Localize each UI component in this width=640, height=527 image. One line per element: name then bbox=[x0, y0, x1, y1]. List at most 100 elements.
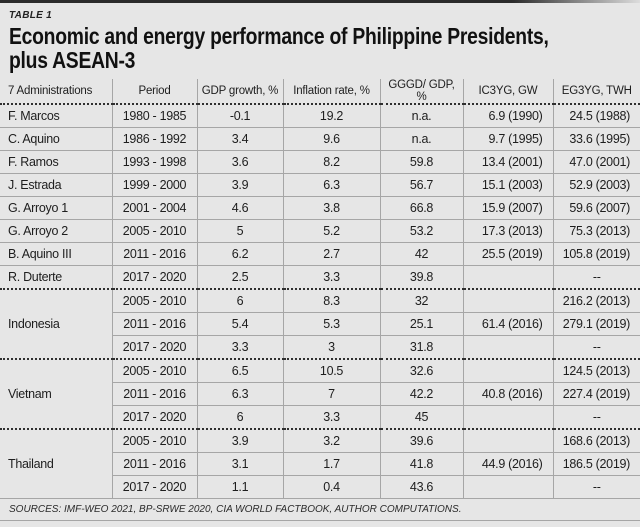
cell-gggd: n.a. bbox=[379, 127, 463, 151]
cell-gdp: 3.9 bbox=[196, 173, 283, 197]
cell-ic3yg: 44.9 (2016) bbox=[462, 452, 553, 476]
administration-cell: F. Marcos bbox=[8, 109, 60, 123]
cell-ic3yg: 17.3 (2013) bbox=[462, 219, 553, 243]
cell-inflation: 19.2 bbox=[282, 104, 380, 128]
table-row: R. Duterte 2017 - 2020 2.5 3.3 39.8 -- bbox=[0, 265, 640, 289]
cell-gdp: 2.5 bbox=[196, 265, 283, 289]
cell-ic3yg: 6.9 (1990) bbox=[462, 104, 553, 128]
cell-gggd: 42.2 bbox=[379, 382, 463, 406]
cell-ic3yg: 9.7 (1995) bbox=[462, 127, 553, 151]
cell-gggd: 66.8 bbox=[379, 196, 463, 220]
cell-ic3yg bbox=[462, 265, 553, 289]
cell-gggd: 32.6 bbox=[379, 358, 463, 383]
table-row: 2017 - 2020 3.3 3 31.8 -- bbox=[0, 335, 640, 359]
cell-ic3yg: 25.5 (2019) bbox=[462, 242, 553, 266]
cell-gggd: 59.8 bbox=[379, 150, 463, 174]
cell-inflation: 3.3 bbox=[282, 265, 380, 289]
cell-period: 2017 - 2020 bbox=[111, 405, 197, 429]
table-header-row: 7 Administrations Period GDP growth, % Infl… bbox=[0, 79, 640, 105]
cell-gggd: 39.6 bbox=[379, 428, 463, 453]
cell-period: 2017 - 2020 bbox=[111, 475, 197, 498]
cell-gdp: 3.3 bbox=[196, 335, 283, 359]
cell-period: 1986 - 1992 bbox=[111, 127, 197, 151]
cell-gdp: 6.3 bbox=[196, 382, 283, 406]
cell-ic3yg: 40.8 (2016) bbox=[462, 382, 553, 406]
cell-gdp: -0.1 bbox=[196, 104, 283, 128]
cell-inflation: 6.3 bbox=[282, 173, 380, 197]
cell-gdp: 3.9 bbox=[196, 428, 283, 453]
cell-gggd: 25.1 bbox=[379, 312, 463, 336]
cell-inflation: 0.4 bbox=[282, 475, 380, 498]
cell-eg3yg: 186.5 (2019) bbox=[552, 452, 640, 476]
cell-eg3yg: 33.6 (1995) bbox=[552, 127, 640, 151]
cell-inflation: 3.3 bbox=[282, 405, 380, 429]
cell-ic3yg bbox=[462, 335, 553, 359]
cell-inflation: 7 bbox=[282, 382, 380, 406]
cell-eg3yg: -- bbox=[552, 265, 640, 289]
cell-ic3yg: 61.4 (2016) bbox=[462, 312, 553, 336]
cell-ic3yg: 15.9 (2007) bbox=[462, 196, 553, 220]
cell-eg3yg: -- bbox=[552, 475, 640, 498]
cell-eg3yg: 105.8 (2019) bbox=[552, 242, 640, 266]
cell-inflation: 3.8 bbox=[282, 196, 380, 220]
cell-gdp: 4.6 bbox=[196, 196, 283, 220]
cell-gdp: 3.4 bbox=[196, 127, 283, 151]
cell-period: 2005 - 2010 bbox=[111, 358, 197, 383]
table-row: Thailand 2005 - 2010 3.9 3.2 39.6 168.6 (2013… bbox=[0, 428, 640, 498]
cell-eg3yg: 168.6 (2013) bbox=[552, 428, 640, 453]
cell-period: 2005 - 2010 bbox=[111, 219, 197, 243]
cell-inflation: 9.6 bbox=[282, 127, 380, 151]
country-cell: Thailand bbox=[0, 428, 112, 498]
cell-inflation: 5.2 bbox=[282, 219, 380, 243]
cell-inflation: 8.3 bbox=[282, 288, 380, 313]
cell-ic3yg bbox=[462, 475, 553, 498]
column-header: GGGD/ GDP, % bbox=[379, 79, 463, 105]
column-header: Inflation rate, % bbox=[282, 79, 380, 105]
cell-ic3yg bbox=[462, 405, 553, 429]
cell-gggd: 39.8 bbox=[379, 265, 463, 289]
cell-gdp: 3.6 bbox=[196, 150, 283, 174]
cell-period: 2011 - 2016 bbox=[111, 382, 197, 406]
table-row: 2017 - 2020 1.1 0.4 43.6 -- bbox=[0, 475, 640, 498]
data-table: 7 Administrations Period GDP growth, % Infl… bbox=[0, 79, 640, 498]
cell-ic3yg: 13.4 (2001) bbox=[462, 150, 553, 174]
table-row: C. Aquino 1986 - 1992 3.4 9.6 n.a. 9.7 (1995)… bbox=[0, 127, 640, 151]
cell-eg3yg: -- bbox=[552, 405, 640, 429]
sources-note: SOURCES: IMF-WEO 2021, BP-SRWE 2020, CIA… bbox=[0, 498, 640, 521]
cell-gdp: 6 bbox=[196, 288, 283, 313]
cell-period: 2011 - 2016 bbox=[111, 452, 197, 476]
cell-gdp: 6.2 bbox=[196, 242, 283, 266]
cell-inflation: 2.7 bbox=[282, 242, 380, 266]
cell-eg3yg: 47.0 (2001) bbox=[552, 150, 640, 174]
column-header: EG3YG, TWH bbox=[552, 79, 640, 105]
cell-period: 1999 - 2000 bbox=[111, 173, 197, 197]
administration-cell: R. Duterte bbox=[0, 265, 112, 289]
cell-period: 2005 - 2010 bbox=[111, 428, 197, 453]
cell-period: 2017 - 2020 bbox=[111, 265, 197, 289]
administration-cell: C. Aquino bbox=[0, 127, 112, 151]
cell-eg3yg: 24.5 (1988) bbox=[552, 104, 640, 128]
cell-gggd: n.a. bbox=[379, 104, 463, 128]
country-cell: Vietnam bbox=[0, 358, 112, 429]
table-row: Indonesia 2005 - 2010 6 8.3 32 216.2 (2013) bbox=[0, 288, 640, 359]
column-header: 7 Administrations bbox=[0, 79, 112, 105]
cell-gggd: 53.2 bbox=[379, 219, 463, 243]
cell-eg3yg: -- bbox=[552, 335, 640, 359]
page-title: Economic and energy performance of Phili… bbox=[9, 24, 631, 72]
country-cell: Indonesia bbox=[0, 288, 112, 359]
cell-eg3yg: 52.9 (2003) bbox=[552, 173, 640, 197]
cell-period: 2011 - 2016 bbox=[111, 312, 197, 336]
cell-inflation: 10.5 bbox=[282, 358, 380, 383]
cell-eg3yg: 59.6 (2007) bbox=[552, 196, 640, 220]
table-label: TABLE 1 bbox=[9, 10, 53, 21]
administration-cell: G. Arroyo 1 bbox=[0, 196, 112, 220]
top-rule bbox=[0, 0, 640, 3]
table-row: F. Ramos 1993 - 1998 3.6 8.2 59.8 13.4 (2001)… bbox=[0, 150, 640, 174]
cell-gggd: 45 bbox=[379, 405, 463, 429]
administration-cell: B. Aquino III bbox=[0, 242, 112, 266]
cell-gggd: 56.7 bbox=[379, 173, 463, 197]
column-header: Period bbox=[111, 79, 197, 105]
cell-gggd: 32 bbox=[379, 288, 463, 313]
cell-gggd: 31.8 bbox=[379, 335, 463, 359]
